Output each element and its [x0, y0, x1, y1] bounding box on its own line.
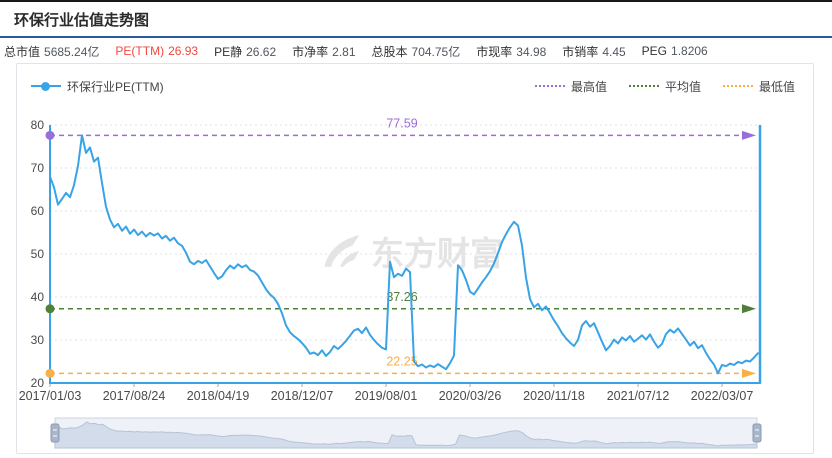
legend-max[interactable]: 最高值	[534, 78, 607, 95]
max-dotted-line-icon	[534, 85, 565, 87]
legend-min[interactable]: 最低值	[722, 78, 795, 95]
avg-dotted-line-icon	[628, 85, 659, 87]
stats-bar: 总市值 5685.24亿 PE(TTM) 26.93 PE静 26.62 市净率 2.81 总股…	[4, 40, 830, 62]
legend-min-label: 最低值	[758, 79, 795, 94]
stat-label: PE(TTM)	[115, 44, 165, 58]
title-divider	[0, 36, 832, 38]
min-dotted-line-icon	[722, 85, 753, 87]
stat-label: 市净率	[292, 44, 329, 59]
stat-PE静: PE静 26.62	[214, 43, 276, 60]
legend-avg-label: 平均值	[664, 79, 701, 94]
legend-pe-ttm-label: 环保行业PE(TTM)	[67, 79, 164, 94]
legend-right-group: 最高值 平均值 最低值	[534, 78, 795, 95]
stat-label: 市销率	[562, 44, 599, 59]
stat-市现率: 市现率 34.98	[476, 43, 546, 60]
line-series-marker-icon	[31, 81, 61, 91]
chart-card: 环保行业PE(TTM) 最高值 平均值 最低值	[16, 63, 814, 454]
stat-value: 1.8206	[671, 44, 708, 58]
legend-pe-ttm[interactable]: 环保行业PE(TTM)	[31, 78, 164, 95]
legend-max-label: 最高值	[570, 79, 607, 94]
legend-avg[interactable]: 平均值	[628, 78, 701, 95]
stat-总市值: 总市值 5685.24亿	[4, 43, 99, 60]
stat-label: 总股本	[371, 44, 408, 59]
stat-value: 4.45	[602, 44, 626, 59]
stat-value: 34.98	[516, 44, 547, 59]
eastmoney-logo-icon	[324, 235, 360, 267]
stat-value: 704.75亿	[411, 44, 461, 59]
stat-市净率: 市净率 2.81	[292, 43, 355, 60]
stat-value: 26.62	[246, 44, 277, 59]
stat-label: PE静	[214, 44, 243, 59]
stat-总股本: 总股本 704.75亿	[372, 43, 461, 60]
stat-市销率: 市销率 4.45	[562, 43, 625, 60]
stat-value: 5685.24亿	[44, 44, 100, 59]
watermark-text: 东方财富	[371, 235, 503, 272]
top-border	[0, 0, 832, 2]
page-title: 环保行业估值走势图	[14, 12, 150, 29]
stat-PE(TTM): PE(TTM) 26.93	[115, 44, 198, 58]
stat-label: 总市值	[4, 44, 41, 59]
stat-label: PEG	[641, 44, 668, 58]
stat-value: 2.81	[332, 44, 356, 59]
stat-label: 市现率	[476, 44, 513, 59]
stat-value: 26.93	[168, 44, 199, 58]
watermark: 东方财富	[319, 227, 503, 275]
legend-row: 环保行业PE(TTM) 最高值 平均值 最低值	[31, 76, 795, 96]
stat-PEG: PEG 1.8206	[642, 44, 708, 58]
